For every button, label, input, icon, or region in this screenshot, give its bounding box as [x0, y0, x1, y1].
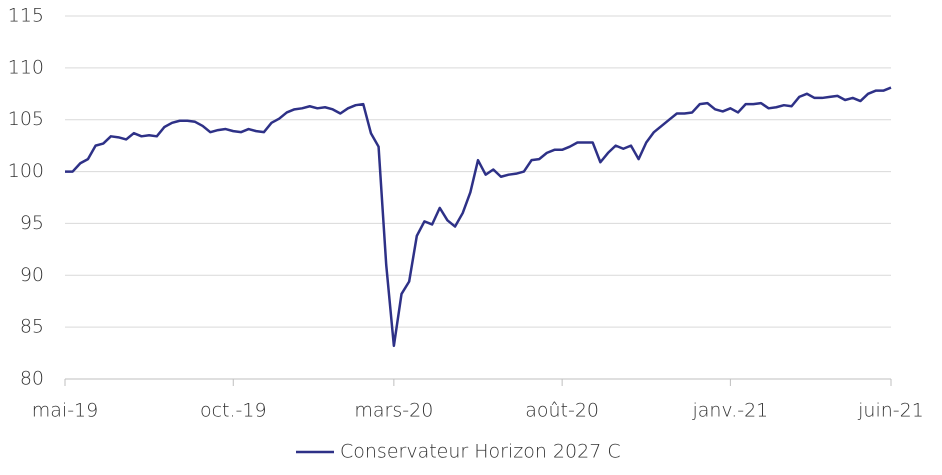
x-tick-label: oct.-19 — [200, 400, 267, 422]
y-tick-label: 115 — [8, 5, 44, 27]
y-tick-label: 110 — [8, 56, 44, 78]
x-tick-label: mai-19 — [32, 400, 98, 422]
x-tick-label: mars-20 — [354, 400, 433, 422]
y-tick-label: 80 — [20, 368, 44, 390]
y-tick-label: 105 — [8, 108, 44, 130]
y-tick-label: 95 — [20, 212, 44, 234]
y-tick-label: 100 — [8, 160, 44, 182]
y-tick-label: 85 — [20, 316, 44, 338]
x-tick-label: janv.-21 — [691, 400, 768, 422]
line — [65, 86, 892, 348]
x-tick-label: juin-21 — [857, 400, 924, 422]
y-tick-label: 90 — [20, 264, 44, 286]
legend-label: Conservateur Horizon 2027 C — [340, 441, 621, 463]
x-tick-label: août-20 — [525, 400, 599, 422]
